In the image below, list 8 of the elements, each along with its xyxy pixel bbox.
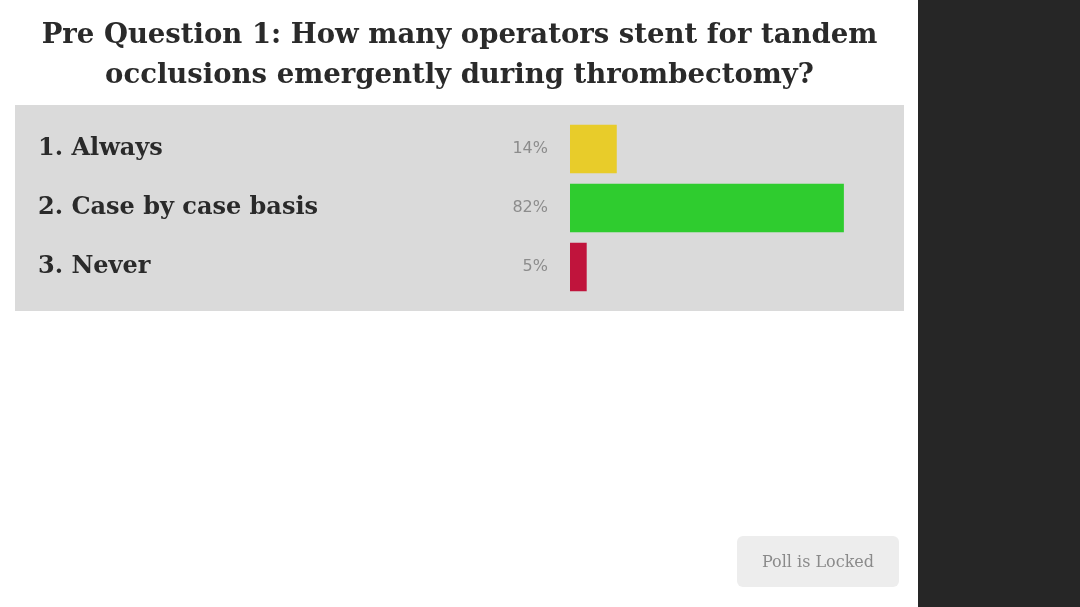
data-label: 5% xyxy=(522,256,548,276)
y-tick-label: 1. Always xyxy=(38,132,163,162)
data-label: 14% xyxy=(512,138,548,158)
data-label: 82% xyxy=(512,197,548,217)
button: Poll is Locked xyxy=(737,536,899,587)
y-tick-label: 2. Case by case basis xyxy=(38,191,319,221)
y-tick-label: 3. Never xyxy=(38,250,151,280)
chart-title: Pre Question 1: How many operators stent for tandem occlusions emergently during thrombectomy? xyxy=(40,16,879,91)
